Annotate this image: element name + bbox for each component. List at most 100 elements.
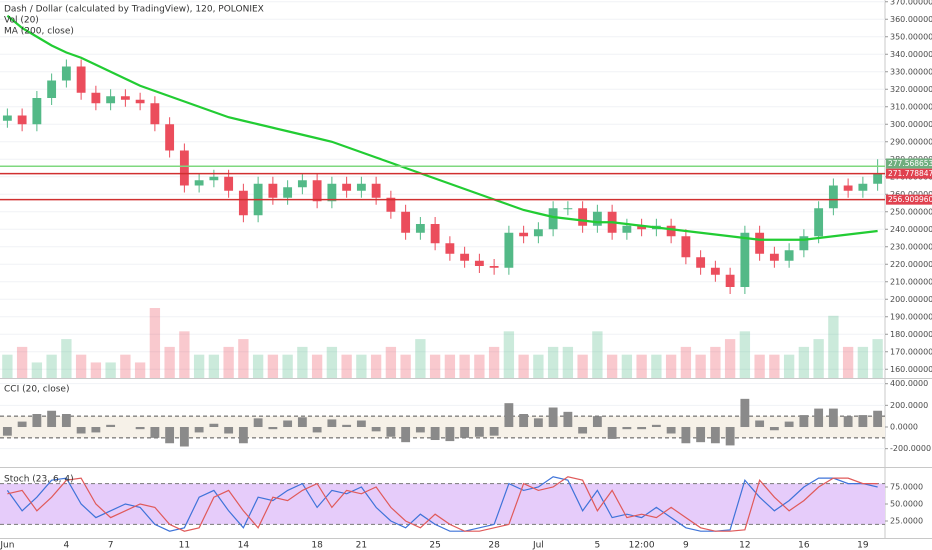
y-tick-label: 370.000000 [890,0,932,6]
candle-body [489,266,499,268]
price-label-bg [886,194,932,205]
cci-bar [194,427,204,433]
volume-bar [739,331,751,378]
cci-bar [843,416,853,428]
cci-bar [283,420,293,428]
cci-bar [681,427,691,444]
y-tick-label: 360.000000 [890,15,932,24]
band-fill [0,416,885,438]
x-tick-label: 12:00 [629,541,655,550]
x-tick-label: 16 [798,541,810,550]
volume-bar [547,346,559,378]
cci-bar [297,417,307,428]
volume-bar [208,354,220,378]
x-tick-label: 25 [429,541,440,550]
cci-bar [607,427,617,439]
candle-body [2,115,12,121]
candle-body [681,236,691,258]
x-tick-label: 11 [179,541,190,550]
candle-body [47,80,57,98]
cci-bar [47,410,57,428]
volume-bar [252,354,264,378]
volume-bar [164,346,175,378]
volume-bar [562,346,574,378]
volume-bar [606,354,618,378]
volume-bar [577,354,588,378]
legend-stoch: Stoch (23, 6, 4) [4,475,74,485]
cci-bar [651,424,661,428]
candle-body [799,236,809,251]
x-tick-label: 7 [108,541,114,550]
volume-bar [223,346,234,378]
cci-bar [76,427,86,434]
cci-bar [533,418,543,428]
y-tick-label: 350.000000 [890,32,932,41]
volume-bar [710,346,721,378]
candle-body [224,176,234,191]
volume-bar [828,315,839,378]
candle-body [563,208,573,210]
cci-bar [165,427,175,444]
cci-bar [799,415,809,428]
volume-bar [326,346,338,378]
candle-body [519,232,529,237]
volume-bar [2,354,13,378]
volume-bar [193,354,205,378]
y-tick-label: 320.000000 [890,85,932,94]
cci-bar [504,403,514,428]
cci-bar [268,427,278,430]
y-tick-label: 240.000000 [890,225,932,234]
candle-body [342,183,352,191]
volume-bar [444,354,456,378]
candle-body [165,124,175,151]
volume-bar [267,354,279,378]
y-tick-label: 300.000000 [890,120,932,129]
volume-bar [592,331,603,378]
volume-bar [842,346,854,378]
volume-bar [798,346,810,378]
y-tick-label: 330.000000 [890,67,932,76]
candle-body [401,211,411,233]
volume-bar [459,354,470,378]
cci-bar [592,416,602,428]
candle-body [784,250,794,261]
legend-volume: Vol (20) [4,16,39,26]
cci-bar [342,424,352,428]
candle-body [814,208,824,237]
volume-bar [134,362,146,378]
y-tick-label: 260.000000 [890,190,932,199]
volume-bar [282,354,293,378]
cci-bar [548,407,558,428]
volume-bar [385,346,397,378]
cci-bar [858,415,868,428]
cci-bar [637,427,647,430]
volume-bar [120,354,131,378]
x-tick-label: Jun [0,541,14,550]
price-label: 271.77884750 [888,169,932,178]
volume-bar [872,339,883,378]
volume-bar [356,354,367,378]
candle-body [873,173,883,184]
y-tick-label: 180.000000 [890,330,932,339]
x-tick-label: 14 [238,541,250,550]
candle-body [415,224,425,233]
y-tick-label: 210.000000 [890,277,932,286]
volume-bar [695,354,706,378]
legend-title: Dash / Dollar (calculated by TradingView… [4,5,264,15]
cci-bar [312,427,322,433]
candle-body [696,257,706,268]
candle-body [268,183,278,198]
legend-cci: CCI (20, close) [4,385,69,395]
candle-body [666,225,676,237]
volume-bar [429,354,441,378]
cci-bar [356,420,366,428]
moving-average [6,14,878,241]
cci-bar [784,421,794,428]
y-tick-label: -200.0000 [890,444,931,453]
volume-bar [61,339,72,378]
candle-body [430,224,440,244]
candle-body [209,176,219,181]
volume-bar [518,354,529,378]
candle-body [769,253,779,261]
cci-bar [179,427,189,447]
